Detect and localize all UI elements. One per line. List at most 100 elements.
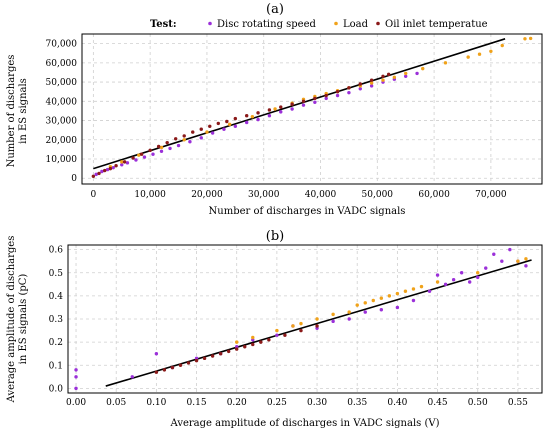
point-oil-inlet-temperatue: [114, 164, 118, 168]
point-load: [299, 321, 303, 326]
point-disc-rotating-speed: [290, 107, 294, 111]
point-oil-inlet-temperatue: [194, 358, 199, 363]
point-load: [315, 317, 319, 321]
x-tick-label: 0.30: [307, 398, 327, 408]
point-load: [381, 78, 385, 82]
point-disc-rotating-speed: [411, 298, 416, 303]
point-oil-inlet-temperatue: [267, 108, 272, 112]
x-tick-label: 0.50: [468, 398, 488, 408]
point-load: [250, 114, 255, 119]
point-oil-inlet-temperatue: [315, 324, 319, 328]
point-oil-inlet-temperatue: [210, 354, 215, 358]
point-load: [369, 81, 374, 85]
point-oil-inlet-temperatue: [208, 124, 212, 129]
x-axis-label-a: Number of discharges in VADC signals: [209, 206, 406, 217]
legend-entry-load: Load: [343, 19, 369, 30]
y-tick-label: 50,000: [46, 78, 78, 88]
point-disc-rotating-speed: [267, 114, 272, 118]
point-disc-rotating-speed: [404, 74, 408, 79]
point-disc-rotating-speed: [508, 247, 512, 252]
legend-marker-load: [334, 21, 338, 26]
x-tick-label: 0.20: [227, 398, 247, 408]
point-disc-rotating-speed: [74, 375, 78, 379]
x-tick-label: 20,000: [191, 190, 223, 200]
y-tick-label: 60,000: [46, 59, 78, 69]
point-disc-rotating-speed: [467, 280, 472, 284]
panel-b-title: (b): [266, 229, 284, 244]
point-load: [363, 301, 367, 305]
point-oil-inlet-temperatue: [259, 340, 263, 344]
point-oil-inlet-temperatue: [97, 171, 101, 176]
point-oil-inlet-temperatue: [154, 370, 159, 374]
x-tick-label: 0.05: [106, 398, 126, 408]
point-oil-inlet-temperatue: [165, 140, 169, 145]
point-oil-inlet-temperatue: [178, 363, 183, 367]
point-disc-rotating-speed: [395, 305, 400, 310]
point-load: [379, 296, 384, 300]
point-oil-inlet-temperatue: [369, 78, 374, 82]
point-disc-rotating-speed: [335, 93, 340, 98]
point-load: [275, 328, 279, 333]
point-disc-rotating-speed: [74, 368, 78, 372]
y-tick-label: 0.6: [49, 246, 64, 256]
point-oil-inlet-temperatue: [218, 351, 223, 356]
x-tick-label: 30,000: [248, 190, 280, 200]
fit-line-a: [93, 38, 506, 170]
y-tick-label: 0.3: [49, 315, 64, 325]
grid-b: [68, 245, 542, 393]
point-disc-rotating-speed: [492, 252, 496, 256]
point-oil-inlet-temperatue: [226, 349, 231, 354]
point-oil-inlet-temperatue: [235, 347, 239, 351]
plot-frame-b: [67, 244, 543, 394]
point-disc-rotating-speed: [443, 282, 448, 287]
x-tick-label: 0.15: [187, 398, 207, 408]
x-tick-label: 40,000: [305, 190, 337, 200]
legend-entry-oil-inlet-temperatue: Oil inlet temperatue: [385, 19, 488, 30]
point-disc-rotating-speed: [476, 275, 480, 280]
point-disc-rotating-speed: [415, 71, 419, 76]
point-disc-rotating-speed: [363, 310, 367, 314]
y-tick-label: 10,000: [46, 155, 78, 165]
x-axis-label-b: Average amplitude of discharges in VADC …: [170, 418, 440, 429]
point-oil-inlet-temperatue: [335, 89, 340, 94]
point-disc-rotating-speed: [427, 289, 432, 293]
point-load: [392, 75, 397, 79]
legend: Test: Disc rotating speed Load Oil inlet…: [150, 19, 488, 30]
point-load: [477, 52, 482, 56]
point-load: [120, 160, 124, 164]
point-load: [466, 55, 470, 59]
fit-line-b: [105, 259, 532, 387]
x-tick-label: 0.10: [146, 398, 166, 408]
point-oil-inlet-temperatue: [324, 93, 328, 98]
point-oil-inlet-temperatue: [256, 111, 260, 115]
point-disc-rotating-speed: [313, 100, 317, 104]
point-load: [291, 324, 295, 328]
point-oil-inlet-temperatue: [233, 116, 238, 121]
point-oil-inlet-temperatue: [108, 166, 113, 171]
point-oil-inlet-temperatue: [170, 365, 175, 370]
point-oil-inlet-temperatue: [182, 134, 186, 138]
y-axis-label-a-line2: in ES signals: [18, 78, 29, 144]
point-disc-rotating-speed: [120, 163, 124, 167]
point-disc-rotating-speed: [199, 136, 203, 140]
point-load: [524, 257, 528, 261]
point-disc-rotating-speed: [151, 152, 155, 156]
panel-a: (a) Test: Disc rotating speed Load Oil i…: [6, 2, 543, 217]
y-tick-label: 0.2: [49, 338, 63, 348]
point-disc-rotating-speed: [130, 375, 134, 379]
point-load: [500, 43, 504, 48]
point-load: [403, 289, 408, 293]
point-disc-rotating-speed: [500, 259, 504, 263]
point-load: [387, 294, 392, 298]
point-load: [489, 49, 493, 54]
point-oil-inlet-temperatue: [103, 168, 107, 173]
point-load: [235, 340, 239, 344]
point-disc-rotating-speed: [125, 161, 130, 165]
x-tick-label: 70,000: [475, 190, 507, 200]
point-oil-inlet-temperatue: [381, 74, 385, 79]
point-disc-rotating-speed: [100, 169, 104, 174]
grid-a: [82, 34, 542, 184]
x-tick-label: 50,000: [362, 190, 394, 200]
y-tick-label: 0.1: [49, 361, 63, 371]
